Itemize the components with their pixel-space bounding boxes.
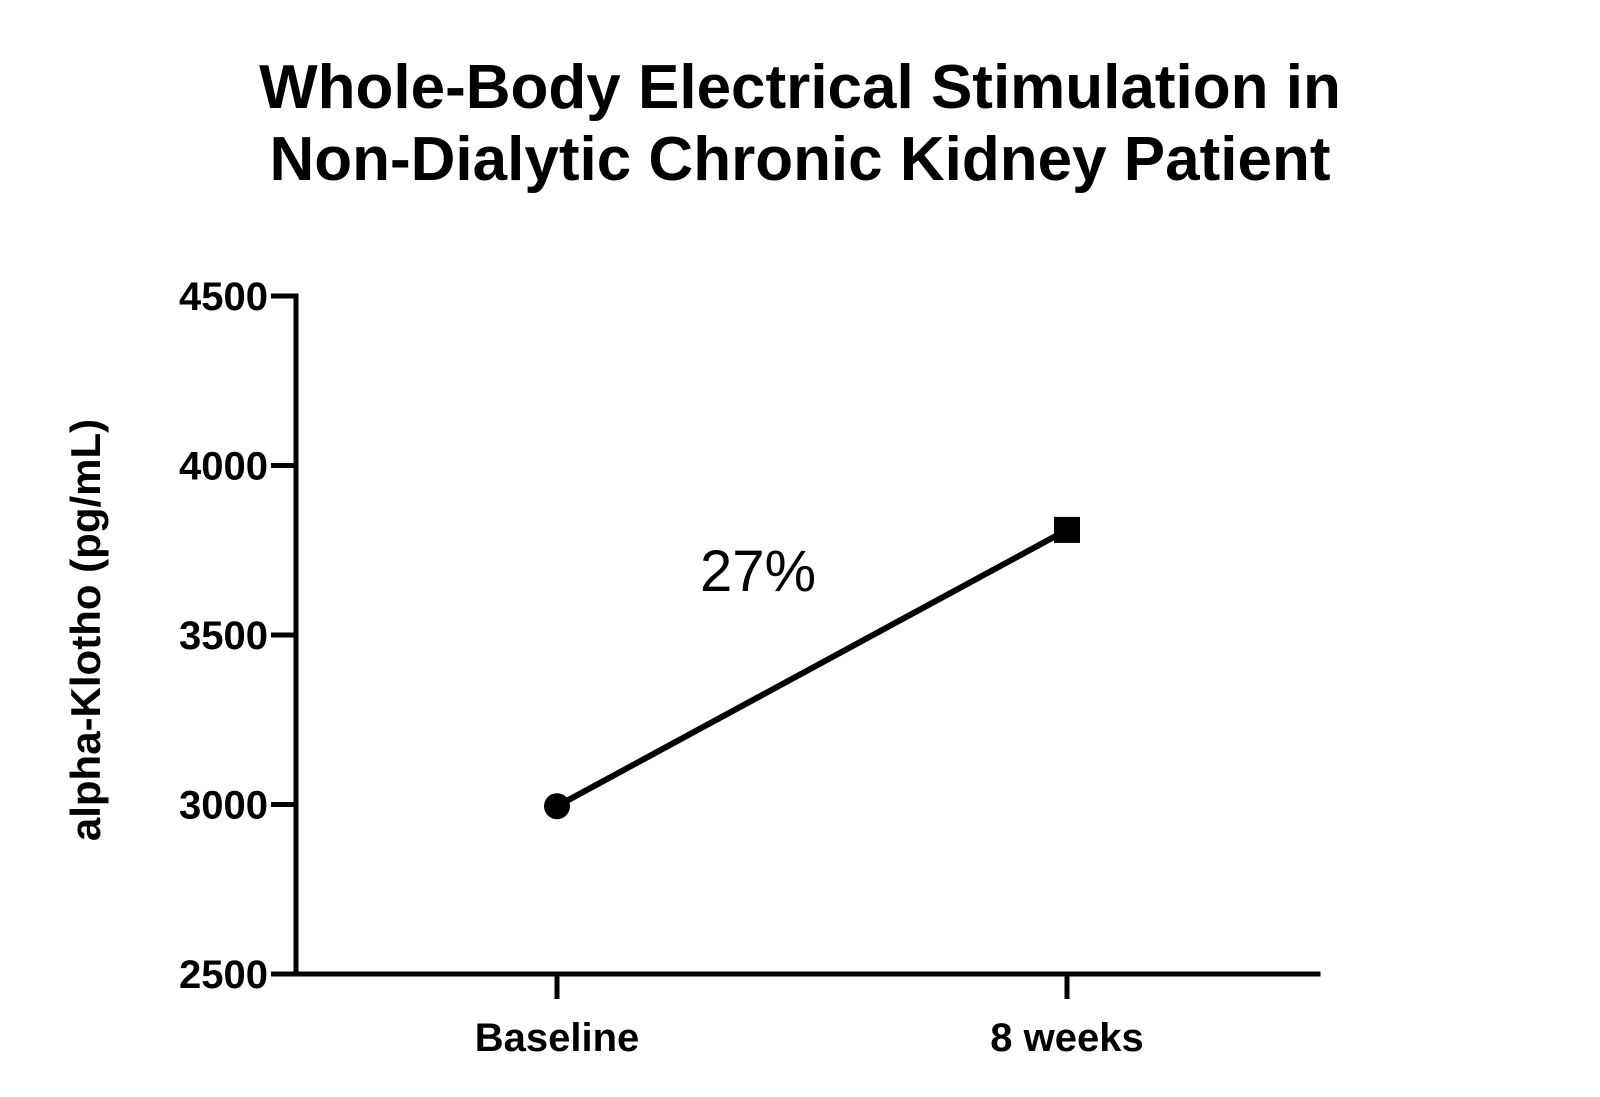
y-tick-label-3000: 3000: [179, 784, 268, 828]
annotations: 27%: [700, 539, 816, 604]
chart-title-line-2: Non-Dialytic Chronic Kidney Patient: [269, 125, 1330, 194]
chart-title-line-1: Whole-Body Electrical Stimulation in: [259, 53, 1341, 122]
x-tick-label-1: 8 weeks: [990, 1016, 1143, 1060]
annotation-label-0: 27%: [700, 539, 816, 604]
y-axis-label: alpha-Klotho (pg/mL): [62, 419, 109, 841]
y-tick-label-4500: 4500: [179, 275, 268, 319]
data-point-circle-0: [544, 793, 570, 820]
y-tick-label-2500: 2500: [179, 953, 268, 997]
y-tick-label-3500: 3500: [179, 614, 268, 658]
tick-marks: 2500 3000 3500 4000 4500 Baseline 8 weeks: [179, 275, 1144, 1060]
x-tick-label-0: Baseline: [475, 1016, 640, 1060]
chart-title: Whole-Body Electrical Stimulation in Non…: [259, 53, 1341, 194]
data-point-square-1: [1054, 516, 1080, 543]
series: [544, 516, 1080, 820]
series-line-0: [555, 527, 1069, 809]
y-tick-label-4000: 4000: [179, 445, 268, 489]
axes: [293, 293, 1321, 977]
